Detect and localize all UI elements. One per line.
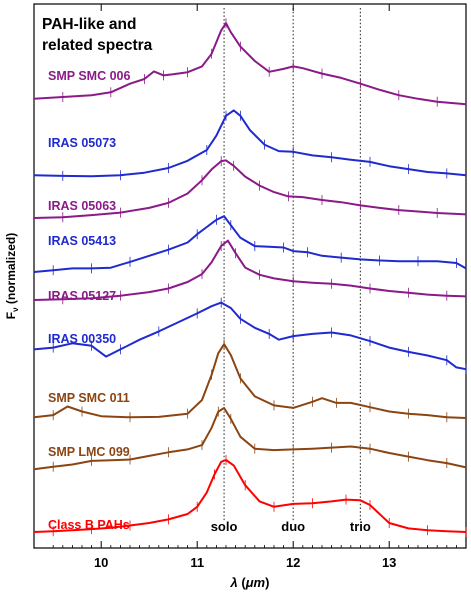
chart-title-line-1: PAH-like and	[42, 16, 136, 33]
series-line-smp-lmc-099	[33, 407, 467, 471]
plot-frame	[33, 3, 467, 549]
series-line-iras-05413	[33, 215, 467, 273]
series-line-class-b-pahs	[33, 459, 467, 533]
y-axis-label: Fν (normalized)	[4, 233, 20, 319]
chart-title-line-2: related spectra	[42, 37, 153, 54]
series-label-smp-lmc-099: SMP LMC 099	[48, 445, 130, 459]
feature-label-duo: duo	[281, 519, 305, 534]
x-tick-label: 13	[382, 555, 396, 570]
series-label-iras-05073: IRAS 05073	[48, 136, 116, 150]
series-line-smp-smc-006	[33, 22, 467, 106]
series-label-class-b-pahs: Class B PAHs	[48, 518, 130, 532]
x-ticks: 10 11 12 13	[52, 4, 467, 570]
series-label-smp-smc-011: SMP SMC 011	[48, 391, 130, 405]
y-axis-label-rest: (normalized)	[4, 233, 18, 308]
series-line-iras-05127	[33, 239, 467, 301]
x-tick-label: 10	[94, 555, 108, 570]
x-axis-label-symbol: λ	[230, 575, 238, 590]
series-label-iras-05063: IRAS 05063	[48, 199, 116, 213]
series-label-iras-00350: IRAS 00350	[48, 332, 116, 346]
x-axis-label-close: )	[265, 575, 269, 590]
series-label-iras-05127: IRAS 05127	[48, 289, 116, 303]
y-axis-label-sub: ν	[11, 307, 20, 312]
series-label-iras-05413: IRAS 05413	[48, 234, 116, 248]
series-group: SMP SMC 006 IRAS 05073 IRAS 05063 IRAS 0541…	[33, 18, 467, 537]
x-tick-label: 12	[286, 555, 300, 570]
series-line-iras-05063	[33, 159, 467, 219]
series-line-smp-smc-011	[33, 343, 467, 419]
y-axis-label-main: F	[4, 312, 18, 319]
feature-label-trio: trio	[350, 519, 371, 534]
feature-label-solo: solo	[211, 519, 238, 534]
x-axis-label: λ (μm)	[230, 575, 270, 590]
series-label-smp-smc-006: SMP SMC 006	[48, 69, 130, 83]
x-axis-label-open: (	[238, 575, 247, 590]
feature-lines: solo duo trio	[211, 8, 371, 534]
series-line-iras-00350	[33, 301, 467, 371]
series-line-iras-05073	[33, 109, 467, 178]
x-tick-label: 11	[190, 555, 204, 570]
x-axis-label-unit: μm	[245, 575, 266, 590]
